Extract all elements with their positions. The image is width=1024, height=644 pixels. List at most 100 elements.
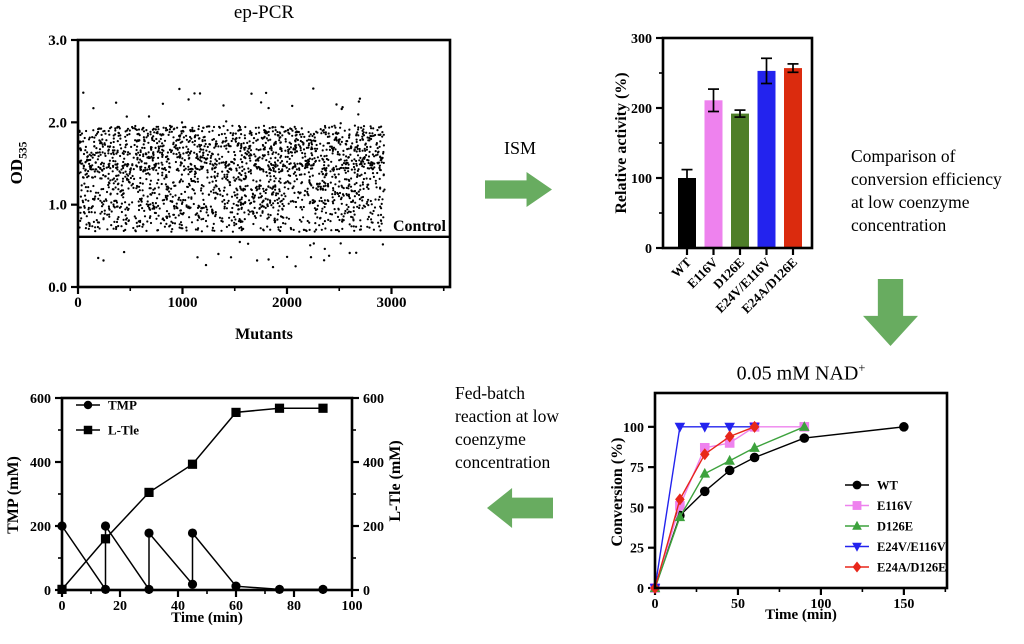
data-point [181, 157, 184, 160]
data-point [252, 200, 255, 203]
data-point [293, 180, 296, 183]
data-point [284, 155, 287, 158]
data-point [379, 159, 382, 162]
data-point [263, 135, 266, 138]
data-point [116, 140, 119, 143]
data-point [101, 143, 104, 146]
data-point [293, 125, 296, 128]
data-point [157, 204, 160, 207]
data-point [355, 181, 358, 185]
data-point [89, 158, 92, 161]
data-point [215, 159, 218, 163]
data-point [162, 126, 165, 129]
data-point [216, 192, 219, 195]
data-point [86, 190, 89, 193]
data-point [172, 205, 176, 208]
data-point [185, 226, 188, 229]
series-marker [749, 420, 760, 433]
data-point [337, 185, 340, 188]
data-point [113, 199, 116, 203]
data-point [103, 209, 106, 212]
tick-label: 25 [630, 542, 644, 557]
data-point [241, 169, 244, 172]
data-point [163, 166, 166, 170]
data-point [197, 204, 200, 207]
data-point [333, 199, 336, 202]
data-point [262, 190, 265, 193]
data-point [155, 206, 158, 209]
data-point [359, 139, 362, 142]
data-point [252, 141, 255, 144]
data-point [320, 210, 323, 213]
data-point [236, 189, 239, 192]
data-point [108, 213, 111, 216]
data-point [298, 230, 301, 233]
data-point [356, 154, 360, 157]
data-point [377, 198, 380, 201]
data-point [378, 195, 381, 198]
data-point [233, 150, 236, 154]
data-point [135, 148, 138, 152]
data-point [122, 196, 125, 199]
data-point [355, 162, 358, 165]
data-point [157, 166, 161, 169]
data-point [193, 151, 196, 154]
data-point [242, 142, 245, 145]
data-point [295, 168, 298, 171]
data-point [170, 150, 173, 154]
data-point [139, 149, 142, 152]
data-point [311, 174, 314, 177]
data-point [331, 152, 334, 155]
data-point [176, 138, 179, 141]
data-point [318, 182, 321, 185]
legend-label: TMP [108, 398, 137, 413]
data-point [79, 149, 82, 152]
data-point [149, 183, 152, 186]
data-point [305, 139, 309, 142]
data-point [258, 207, 261, 210]
data-point [214, 211, 217, 214]
data-point [151, 128, 154, 131]
data-point [283, 164, 287, 168]
data-point [221, 200, 224, 203]
data-point [196, 177, 199, 180]
data-point [346, 211, 349, 214]
data-point [214, 215, 217, 218]
data-point [304, 155, 307, 158]
data-point [352, 162, 355, 165]
data-point [139, 176, 142, 180]
data-point [359, 219, 362, 222]
data-point [259, 184, 262, 187]
data-point [176, 126, 179, 129]
data-point [320, 132, 323, 135]
data-point [185, 145, 188, 148]
data-point [211, 226, 214, 229]
data-point [165, 174, 168, 177]
data-point [243, 218, 246, 221]
data-point [366, 218, 369, 221]
data-point [149, 147, 153, 150]
data-point [99, 212, 102, 215]
data-point [157, 145, 160, 148]
data-point [105, 190, 109, 194]
data-point [366, 200, 369, 203]
data-point [82, 91, 85, 94]
data-point [126, 153, 129, 156]
data-point [331, 196, 334, 199]
data-point [186, 151, 189, 154]
data-point [240, 226, 243, 229]
data-point [94, 134, 97, 137]
series-marker [724, 438, 735, 448]
data-point [92, 184, 95, 188]
data-point [382, 190, 385, 193]
data-point [299, 149, 302, 152]
data-point [154, 165, 157, 168]
data-point [199, 165, 203, 168]
data-point [180, 132, 183, 135]
data-point [278, 190, 281, 193]
data-point [157, 214, 160, 217]
data-point [298, 162, 301, 165]
data-point [256, 167, 259, 170]
data-point [359, 225, 363, 228]
data-point [357, 128, 360, 131]
